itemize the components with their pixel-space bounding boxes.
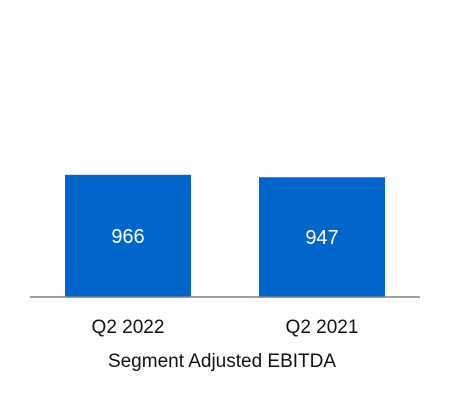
x-axis-title: Segment Adjusted EBITDA — [108, 351, 336, 372]
labels-layer: 966 Q2 2022 947 Q2 2021 — [92, 226, 359, 338]
bar-q2-2022 — [65, 174, 191, 297]
data-label: 947 — [305, 227, 338, 249]
bars-layer — [65, 174, 385, 297]
bar-q2-2021 — [259, 177, 385, 297]
x-tick-label: Q2 2021 — [286, 317, 359, 338]
data-label: 966 — [111, 226, 144, 248]
x-tick-label: Q2 2022 — [92, 317, 165, 338]
